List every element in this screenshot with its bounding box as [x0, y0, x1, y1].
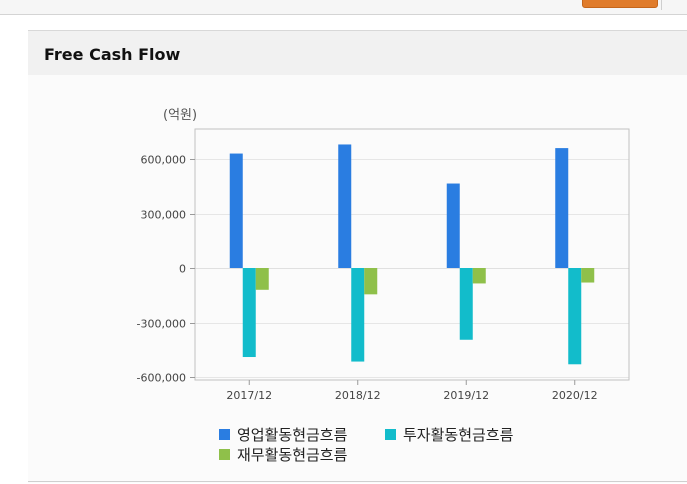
y-tick-label: -600,000	[137, 372, 186, 385]
toolbar-divider	[661, 0, 662, 10]
chart-axes	[190, 128, 630, 385]
top-action-button[interactable]	[582, 0, 658, 8]
x-axis-ticks: 2017/12 2018/12 2019/12 2020/12	[226, 389, 597, 402]
bar	[242, 268, 256, 358]
legend-item-investing: 투자활동현금흐름	[385, 424, 513, 445]
plot-frame	[194, 128, 630, 381]
bar	[364, 268, 378, 295]
bar	[472, 268, 486, 284]
chart-unit-label: (억원)	[163, 108, 197, 123]
y-axis-ticks: 600,000 300,000 0 -300,000 -600,000	[137, 154, 186, 385]
y-tick-label: 300,000	[141, 209, 187, 222]
legend-swatch-operating	[219, 429, 230, 440]
top-toolbar-strip	[0, 0, 687, 15]
legend-label-operating: 영업활동현금흐름	[237, 426, 348, 444]
bar	[568, 268, 582, 365]
x-tick-label: 2019/12	[443, 389, 489, 402]
bar	[555, 148, 569, 268]
panel-title: Free Cash Flow	[44, 45, 181, 64]
bar	[446, 183, 460, 268]
panel-bottom-border	[28, 481, 687, 482]
legend-swatch-investing	[385, 429, 396, 440]
bar	[229, 153, 243, 268]
panel-header: Free Cash Flow	[28, 31, 687, 75]
bar	[581, 268, 595, 283]
legend-label-investing: 투자활동현금흐름	[403, 426, 514, 444]
legend-label-financing: 재무활동현금흐름	[237, 446, 348, 464]
free-cash-flow-panel: Free Cash Flow	[28, 30, 687, 483]
bar	[255, 268, 269, 290]
legend-swatch-financing	[219, 449, 230, 460]
bar	[351, 268, 365, 362]
x-tick-label: 2020/12	[552, 389, 598, 402]
x-tick-label: 2017/12	[226, 389, 272, 402]
y-tick-label: 600,000	[141, 154, 187, 167]
legend-item-financing: 재무활동현금흐름	[219, 444, 347, 465]
y-tick-label: 0	[179, 263, 186, 276]
chart-bars	[229, 144, 595, 365]
bar	[459, 268, 473, 340]
legend-item-operating: 영업활동현금흐름	[219, 424, 347, 445]
y-tick-label: -300,000	[137, 318, 186, 331]
bar	[338, 144, 352, 268]
x-tick-label: 2018/12	[335, 389, 381, 402]
